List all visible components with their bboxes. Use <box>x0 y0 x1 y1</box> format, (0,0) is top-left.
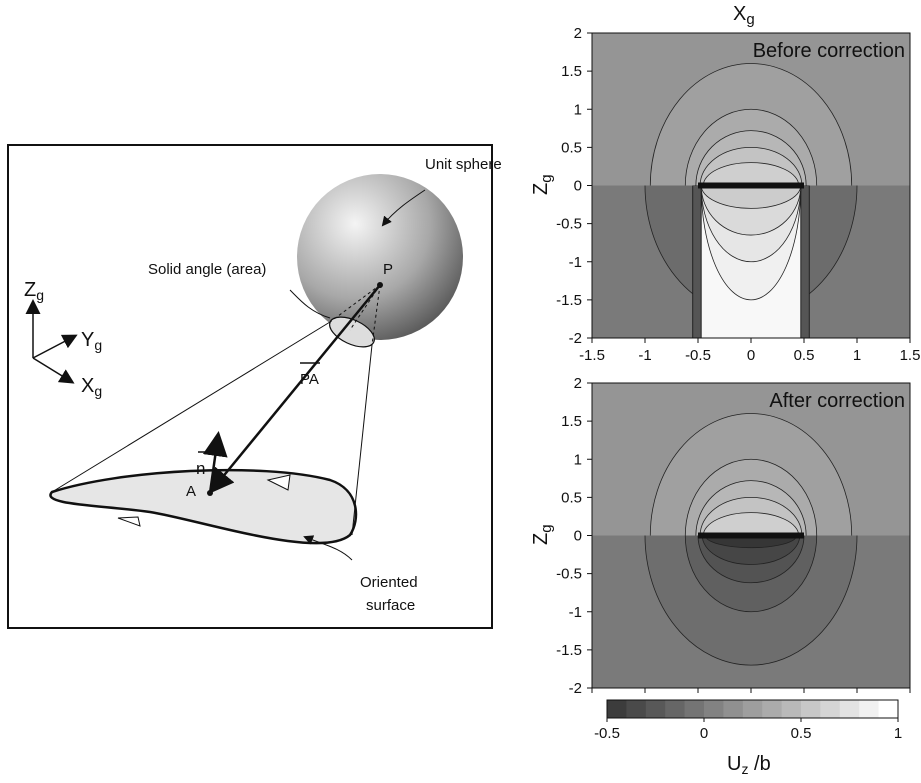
contour-panel <box>592 383 910 688</box>
label: Solid angle (area) <box>148 261 266 278</box>
colorbar-swatch <box>743 700 763 718</box>
panel-title: After correction <box>769 390 905 412</box>
colorbar-swatch <box>626 700 646 718</box>
x-tick-label: 1 <box>853 347 861 364</box>
x-tick-label: -1 <box>638 347 651 364</box>
x-axis-title: Xg <box>733 3 755 28</box>
x-tick-label: -1.5 <box>579 347 605 364</box>
colorbar-swatch <box>782 700 802 718</box>
y-tick-label: -2 <box>569 680 582 697</box>
cone <box>118 517 140 526</box>
x-tick-label: 1.5 <box>900 347 921 364</box>
point-p <box>377 282 383 288</box>
label: Unit sphere <box>425 156 502 173</box>
x-tick-label: 0 <box>747 347 755 364</box>
colorbar-swatch <box>704 700 724 718</box>
y-tick-label: 0.5 <box>561 489 582 506</box>
label: surface <box>366 597 415 614</box>
vector-pa <box>212 285 380 490</box>
y-tick-label: 1.5 <box>561 413 582 430</box>
y-tick-label: 1 <box>574 101 582 118</box>
colorbar-title: Uz /b <box>727 753 771 777</box>
colorbar-swatch <box>723 700 743 718</box>
label: P <box>383 261 393 278</box>
y-tick-label: 0 <box>574 528 582 545</box>
colorbar-tick-label: 1 <box>894 725 902 742</box>
y-tick-label: 1 <box>574 451 582 468</box>
oriented-surface <box>50 470 356 543</box>
colorbar-tick-label: 0 <box>700 725 708 742</box>
y-tick-label: -0.5 <box>556 566 582 583</box>
diagram: Unit sphere Solid angle (area) P A n PA … <box>8 145 502 628</box>
label: n <box>196 459 205 478</box>
y-tick-label: -1.5 <box>556 642 582 659</box>
colorbar-swatch <box>762 700 782 718</box>
plate <box>698 533 804 539</box>
y-tick-label: 1.5 <box>561 63 582 80</box>
colorbar-tick-label: -0.5 <box>594 725 620 742</box>
y-axis-title: Zg <box>530 174 555 195</box>
point-a <box>207 490 213 496</box>
y-tick-label: 2 <box>574 375 582 392</box>
y-tick-label: -2 <box>569 330 582 347</box>
axis-label: Yg <box>81 329 102 353</box>
axes-triad <box>33 302 320 452</box>
figure: Unit sphere Solid angle (area) P A n PA … <box>0 0 921 783</box>
plate <box>698 183 804 189</box>
colorbar-tick-label: 0.5 <box>791 725 812 742</box>
x-tick-label: -0.5 <box>685 347 711 364</box>
axis-label: Zg <box>24 279 44 303</box>
label: PA <box>300 371 319 388</box>
y-tick-label: 0.5 <box>561 139 582 156</box>
y-tick-label: -1 <box>569 604 582 621</box>
contour-panel <box>592 33 910 338</box>
colorbar-swatch <box>859 700 879 718</box>
y-axis-title: Zg <box>530 524 555 545</box>
y-tick-label: 2 <box>574 25 582 42</box>
colorbar-swatch <box>801 700 821 718</box>
colorbar-swatch <box>820 700 840 718</box>
y-tick-label: 0 <box>574 178 582 195</box>
y-tick-label: -1 <box>569 254 582 271</box>
colorbar-swatch <box>607 700 627 718</box>
colorbar-swatch <box>879 700 899 718</box>
x-tick-label: 0.5 <box>794 347 815 364</box>
label: A <box>186 483 196 500</box>
colorbar-swatch <box>685 700 705 718</box>
colorbar-swatch <box>665 700 685 718</box>
colorbar-swatch <box>840 700 860 718</box>
colorbar-swatch <box>646 700 666 718</box>
y-tick-label: -0.5 <box>556 216 582 233</box>
axis-label: Xg <box>81 375 102 399</box>
label: Oriented <box>360 574 418 591</box>
panel-title: Before correction <box>753 40 905 62</box>
y-tick-label: -1.5 <box>556 292 582 309</box>
